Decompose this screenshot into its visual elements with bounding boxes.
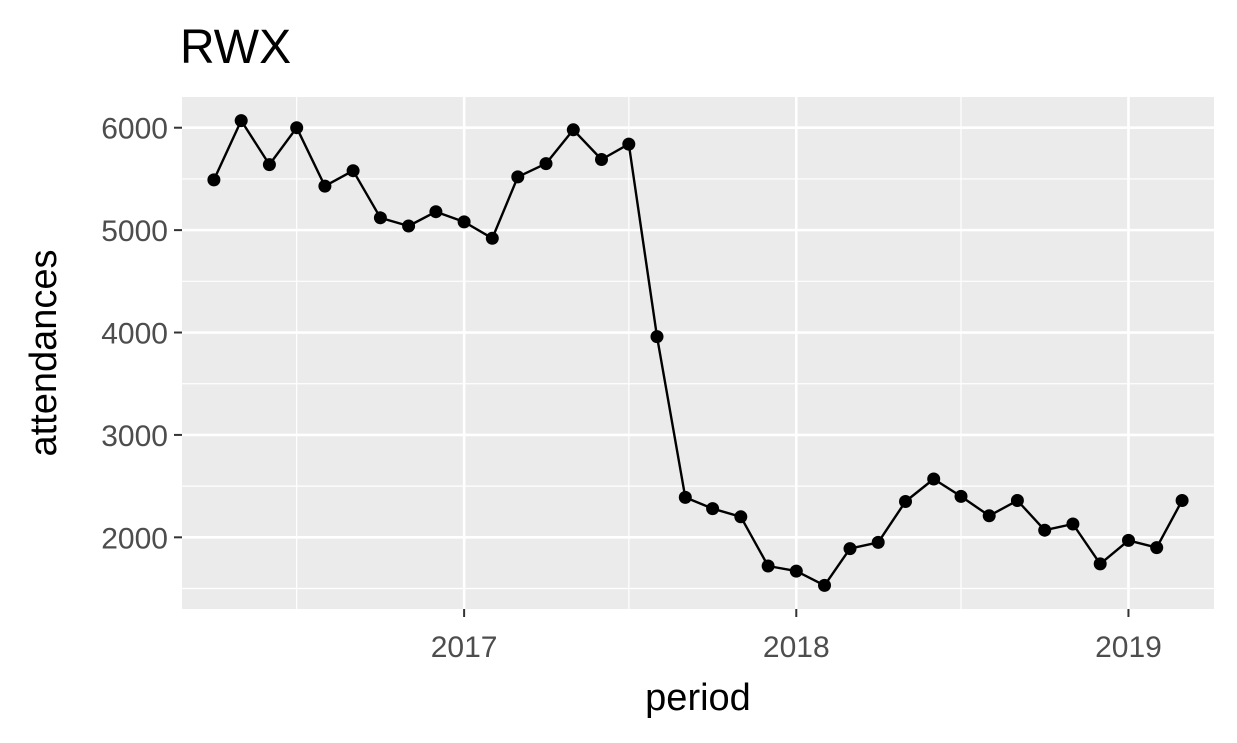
data-point (539, 157, 553, 171)
data-point (207, 173, 221, 187)
data-point (595, 153, 608, 166)
data-point (650, 330, 664, 344)
data-point (457, 215, 471, 229)
data-point (843, 542, 857, 556)
data-point (818, 578, 831, 592)
data-point (429, 205, 443, 219)
data-point (1066, 517, 1080, 531)
series-layer (207, 114, 1189, 592)
data-point (566, 123, 580, 137)
x-tick-label: 2019 (1095, 631, 1162, 664)
data-point (899, 495, 912, 508)
data-point (1038, 523, 1052, 537)
data-point (318, 179, 332, 193)
data-point (622, 137, 636, 151)
data-point (927, 472, 941, 486)
axis-ticks (174, 126, 1130, 617)
data-point (789, 564, 803, 578)
data-point (402, 219, 416, 233)
data-point (511, 170, 525, 184)
data-point (954, 489, 968, 503)
data-point (1010, 494, 1024, 507)
data-point (262, 158, 276, 172)
plot-panel (182, 97, 1214, 609)
y-tick-labels: 2000 3000 4000 5000 6000 (101, 113, 168, 556)
chart-title: RWX (180, 21, 291, 74)
y-axis-title: attendances (23, 249, 65, 456)
data-point (706, 502, 720, 516)
x-tick-label: 2017 (431, 631, 498, 664)
x-axis-title: period (645, 677, 751, 719)
data-point (1093, 557, 1107, 571)
data-point (346, 164, 360, 178)
y-tick-label: 5000 (101, 215, 168, 248)
data-point (1175, 494, 1189, 507)
minor-gridlines (182, 97, 1214, 609)
y-tick-label: 3000 (101, 420, 168, 453)
data-point (1150, 541, 1164, 555)
y-tick-label: 6000 (101, 113, 168, 146)
y-tick-label: 4000 (101, 318, 168, 351)
y-tick-label: 2000 (101, 522, 168, 555)
data-point (1122, 533, 1135, 547)
data-point (290, 121, 304, 135)
data-point (734, 510, 748, 524)
data-point (871, 535, 885, 549)
data-point (678, 490, 692, 504)
data-point (373, 211, 387, 225)
data-point (761, 559, 775, 573)
data-point (485, 231, 499, 245)
major-gridlines (182, 97, 1214, 609)
x-tick-label: 2018 (763, 631, 830, 664)
data-point (982, 509, 996, 523)
data-point (234, 114, 248, 128)
x-tick-labels: 2017 2018 2019 (431, 631, 1162, 664)
series-line (212, 119, 1184, 587)
